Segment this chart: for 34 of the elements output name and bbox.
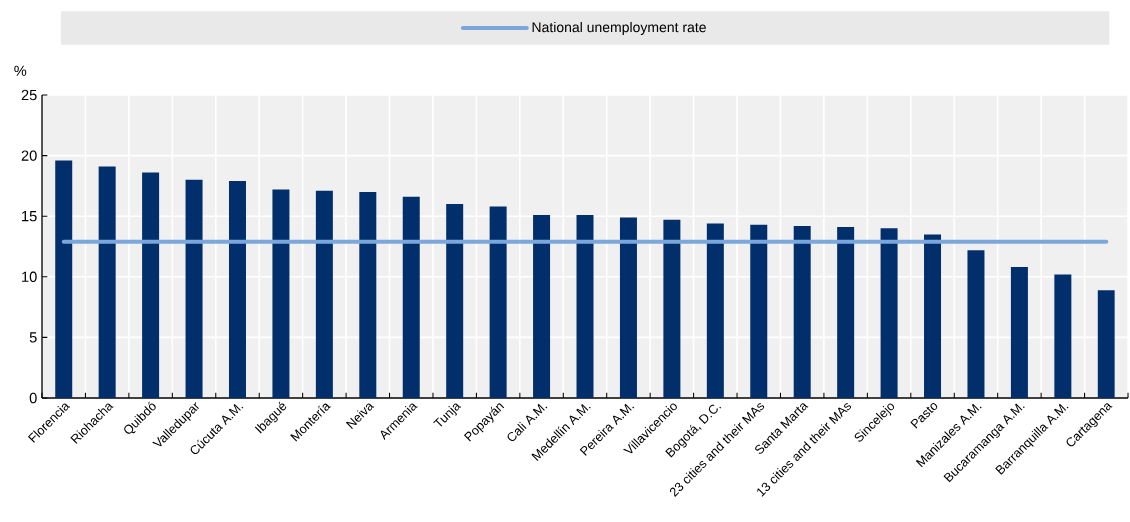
bar <box>793 225 811 398</box>
bar <box>142 172 160 398</box>
bar <box>576 214 594 398</box>
y-tick-label: 5 <box>29 332 37 343</box>
bar <box>359 191 377 398</box>
bar <box>272 189 290 398</box>
bar <box>228 181 246 398</box>
bar <box>837 227 855 398</box>
y-tick-label: 20 <box>21 150 37 161</box>
bar <box>967 250 985 398</box>
bar <box>98 166 116 398</box>
y-tick-label: 15 <box>22 211 37 222</box>
y-axis-title: % <box>14 65 27 76</box>
bar <box>185 179 203 398</box>
bar <box>619 217 637 398</box>
bar <box>489 206 507 398</box>
bar <box>924 234 942 398</box>
y-tick-label: 10 <box>22 271 37 282</box>
bar <box>1097 290 1115 398</box>
bar <box>880 228 898 398</box>
bar <box>446 204 464 398</box>
bar <box>706 223 724 398</box>
y-tick-label: 0 <box>29 392 37 404</box>
y-tick-label: 25 <box>21 89 37 101</box>
bar <box>663 219 681 398</box>
bar <box>1010 267 1028 398</box>
bar <box>55 160 73 398</box>
x-tick-label: Cali A.M. <box>507 403 548 442</box>
bar <box>402 196 420 398</box>
legend-label: National unemployment rate <box>532 21 706 35</box>
bar <box>750 224 768 398</box>
bar <box>1054 274 1072 398</box>
bar <box>533 214 551 398</box>
bar <box>315 190 333 398</box>
